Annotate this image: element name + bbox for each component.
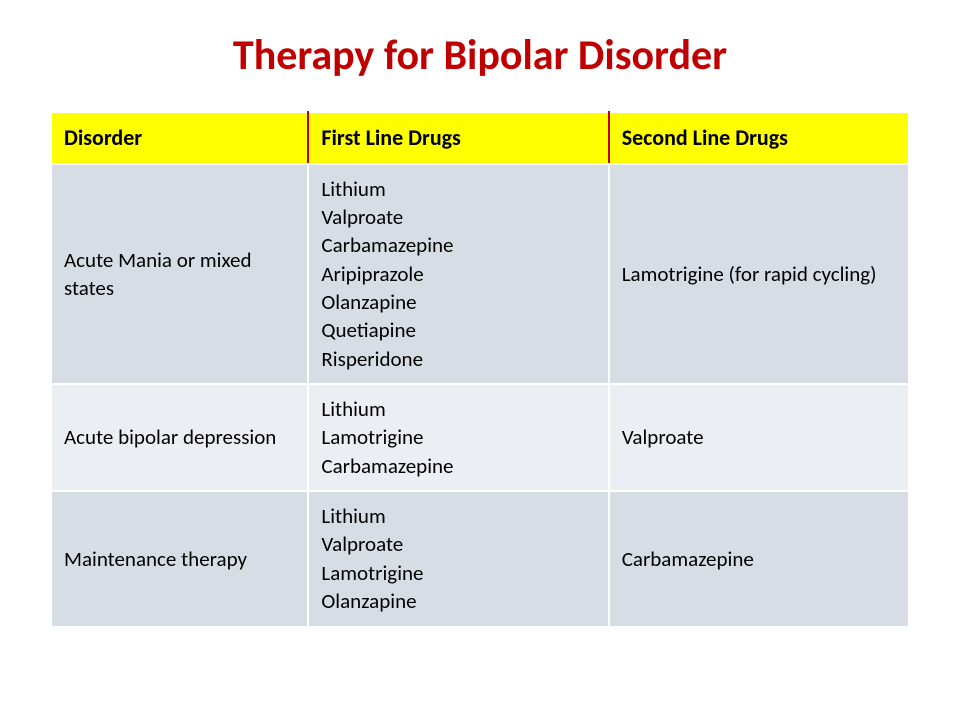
slide: Therapy for Bipolar Disorder Disorder Fi… — [0, 0, 960, 720]
cell-second-line: Lamotrigine (for rapid cycling) — [609, 164, 909, 384]
table-row: Acute bipolar depression Lithium Lamotri… — [51, 384, 909, 491]
col-header-first-line: First Line Drugs — [308, 112, 608, 164]
cell-disorder: Acute Mania or mixed states — [51, 164, 308, 384]
table-header-row: Disorder First Line Drugs Second Line Dr… — [51, 112, 909, 164]
cell-first-line: Lithium Valproate Carbamazepine Aripipra… — [308, 164, 608, 384]
col-header-disorder: Disorder — [51, 112, 308, 164]
therapy-table: Disorder First Line Drugs Second Line Dr… — [50, 111, 910, 628]
cell-first-line: Lithium Valproate Lamotrigine Olanzapine — [308, 491, 608, 626]
page-title: Therapy for Bipolar Disorder — [50, 30, 910, 81]
cell-disorder: Acute bipolar depression — [51, 384, 308, 491]
cell-second-line: Carbamazepine — [609, 491, 909, 626]
col-header-second-line: Second Line Drugs — [609, 112, 909, 164]
table-row: Acute Mania or mixed states Lithium Valp… — [51, 164, 909, 384]
cell-disorder: Maintenance therapy — [51, 491, 308, 626]
cell-second-line: Valproate — [609, 384, 909, 491]
cell-first-line: Lithium Lamotrigine Carbamazepine — [308, 384, 608, 491]
table-row: Maintenance therapy Lithium Valproate La… — [51, 491, 909, 626]
